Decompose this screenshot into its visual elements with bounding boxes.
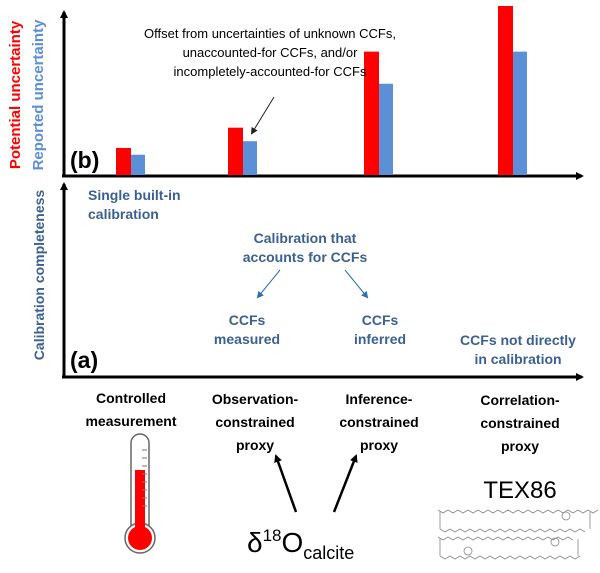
accounts-ccfs-line: Calibration that — [254, 230, 357, 246]
d18o-calcite-label: δ18Ocalcite — [247, 526, 354, 563]
category-correlation: Correlation- — [480, 392, 560, 408]
potential-uncertainty-bar — [498, 6, 513, 175]
molecule-structure-icon — [437, 509, 599, 560]
category-inference: proxy — [360, 437, 398, 453]
category-controlled: measurement — [85, 413, 176, 429]
ccfs-not-direct-line: CCFs not directly — [460, 332, 576, 348]
single-calibration-line: calibration — [88, 206, 159, 222]
reported-uncertainty-bar — [243, 141, 257, 175]
y-label-reported: Reported uncertainty — [30, 19, 47, 171]
category-observation: constrained — [215, 414, 294, 430]
category-correlation: proxy — [501, 438, 539, 454]
tex86-label: TEX86 — [483, 477, 556, 504]
annotation-line: Offset from uncertainties of unknown CCF… — [144, 26, 396, 41]
arrow-to-measured — [256, 269, 281, 299]
thermometer-icon — [124, 433, 156, 554]
panel-label-b: (b) — [70, 147, 99, 173]
category-correlation: constrained — [480, 415, 559, 431]
arrow-to-inferred — [344, 269, 369, 299]
y-label-potential: Potential uncertainty — [7, 20, 24, 169]
annotation-arrow — [250, 96, 275, 135]
y-label-calibration: Calibration completeness — [31, 190, 47, 361]
panel-b-axes — [60, 10, 584, 180]
category-inference: constrained — [339, 414, 418, 430]
potential-uncertainty-bar — [364, 51, 379, 175]
potential-uncertainty-bar — [116, 147, 131, 175]
panel-a-axes — [60, 182, 584, 381]
oxygen: O — [282, 527, 304, 558]
category-inference: Inference- — [346, 391, 413, 407]
bars — [116, 6, 527, 175]
panel-label-a: (a) — [70, 347, 98, 373]
accounts-ccfs-line: accounts for CCFs — [243, 249, 368, 265]
subscript-calcite: calcite — [303, 543, 354, 563]
ccfs-inferred-line: inferred — [354, 331, 406, 347]
reported-uncertainty-bar — [513, 51, 527, 175]
delta: δ — [247, 527, 263, 558]
annotation-line: unaccounted-for CCFs, and/or — [183, 45, 359, 60]
arrow-d18o-to-observation — [274, 454, 298, 513]
ccfs-measured-line: measured — [214, 331, 280, 347]
superscript-18: 18 — [263, 526, 282, 545]
ccfs-inferred-line: CCFs — [362, 312, 399, 328]
reported-uncertainty-bar — [131, 154, 145, 175]
ccfs-not-direct-line: in calibration — [474, 351, 561, 367]
category-observation: Observation- — [212, 391, 299, 407]
category-controlled: Controlled — [96, 390, 166, 406]
annotation: Offset from uncertainties of unknown CCF… — [144, 26, 396, 135]
category-observation: proxy — [236, 437, 274, 453]
annotation-line: incompletely-accounted-for CCFs — [174, 64, 367, 79]
reported-uncertainty-bar — [379, 83, 393, 175]
ccfs-measured-line: CCFs — [229, 312, 266, 328]
potential-uncertainty-bar — [228, 127, 243, 175]
arrow-d18o-to-inference — [332, 454, 358, 513]
single-calibration-line: Single built-in — [88, 187, 181, 203]
